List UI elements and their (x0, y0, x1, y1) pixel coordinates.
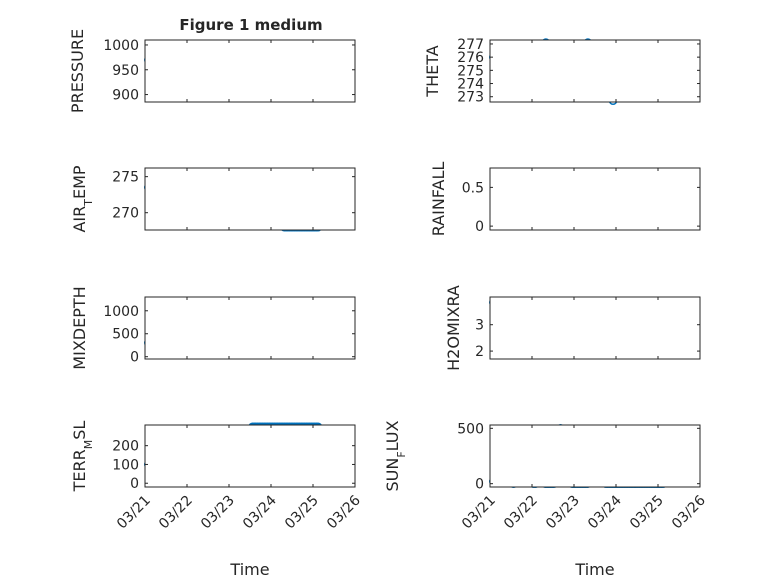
y-tick-label: 270 (112, 206, 139, 222)
subplot-rainfall: 0 0.5 RAINFALL (429, 162, 701, 237)
axes-frame (144, 167, 356, 231)
y-tick-label: 950 (112, 63, 139, 79)
y-tick-label: 500 (112, 327, 139, 343)
y-tick-label: 0 (475, 219, 484, 235)
axes-frame (144, 296, 356, 360)
y-axis-label: THETA (423, 45, 442, 97)
y-tick-label: 1000 (103, 38, 139, 54)
y-axis-label: H2OMIXRA (444, 285, 463, 371)
y-tick-label: 0 (475, 477, 484, 493)
axes-frame (489, 424, 701, 488)
y-tick-label: 277 (457, 37, 484, 53)
x-tick-label: 03/26 (669, 492, 709, 532)
y-tick-label: 100 (112, 457, 139, 473)
x-tick-label: 03/23 (543, 493, 583, 533)
axes-frame (489, 296, 701, 360)
y-tick-label: 276 (457, 50, 484, 66)
x-tick-label: 03/25 (627, 493, 667, 533)
y-axis-label: TERRMSL (70, 421, 95, 493)
subplot-terr_msl: 03/21 03/22 03/23 03/24 03/25 03/26 0 100 200 TER… (70, 421, 364, 579)
y-tick-label: 275 (112, 170, 139, 186)
y-tick-label: 200 (112, 439, 139, 455)
x-axis-label: Time (229, 560, 269, 579)
subplot-air_temp: 270 275 AIRTEMP (70, 165, 356, 233)
y-tick-label: 275 (457, 63, 484, 79)
y-axis-label: MIXDEPTH (70, 286, 89, 369)
y-tick-label: 274 (457, 77, 484, 93)
y-axis-label: AIRTEMP (70, 165, 95, 232)
subplot-h2omixra: 2 3 H2OMIXRA (444, 285, 701, 371)
y-tick-label: 0.5 (462, 180, 484, 196)
x-tick-label: 03/24 (240, 492, 280, 532)
y-tick-label: 0 (130, 350, 139, 366)
y-tick-label: 900 (112, 88, 139, 104)
y-tick-label: 273 (457, 90, 484, 106)
x-tick-label: 03/24 (585, 492, 625, 532)
y-tick-label: 1000 (103, 304, 139, 320)
subplot-sun_flux: 03/21 03/22 03/23 03/24 03/25 03/26 0 500 SUNFLU… (383, 420, 709, 579)
figure-title: Figure 1 medium (179, 16, 322, 34)
axes-frame (144, 39, 356, 103)
y-tick-label: 0 (130, 476, 139, 492)
subplot-mixdepth: 0 500 1000 MIXDEPTH (70, 286, 356, 370)
axes-frame (144, 424, 356, 488)
x-tick-label: 03/25 (282, 493, 322, 533)
x-axis-label: Time (574, 560, 614, 579)
y-axis-label: PRESSURE (68, 29, 87, 113)
axes-frame (489, 39, 701, 103)
subplot-pressure: 900 950 1000 PRESSURE (68, 29, 356, 113)
x-tick-label: 03/22 (501, 493, 541, 533)
x-tick-label: 03/21 (459, 493, 499, 533)
y-tick-label: 500 (457, 421, 484, 437)
x-tick-label: 03/21 (114, 493, 154, 533)
y-axis-label: RAINFALL (429, 162, 448, 237)
y-tick-label: 2 (475, 344, 484, 360)
x-tick-label: 03/22 (156, 493, 196, 533)
axes-frame (489, 167, 701, 231)
x-tick-label: 03/23 (198, 493, 238, 533)
y-tick-label: 3 (475, 318, 484, 334)
y-axis-label: SUNFLUX (383, 420, 408, 491)
x-tick-label: 03/26 (324, 492, 364, 532)
